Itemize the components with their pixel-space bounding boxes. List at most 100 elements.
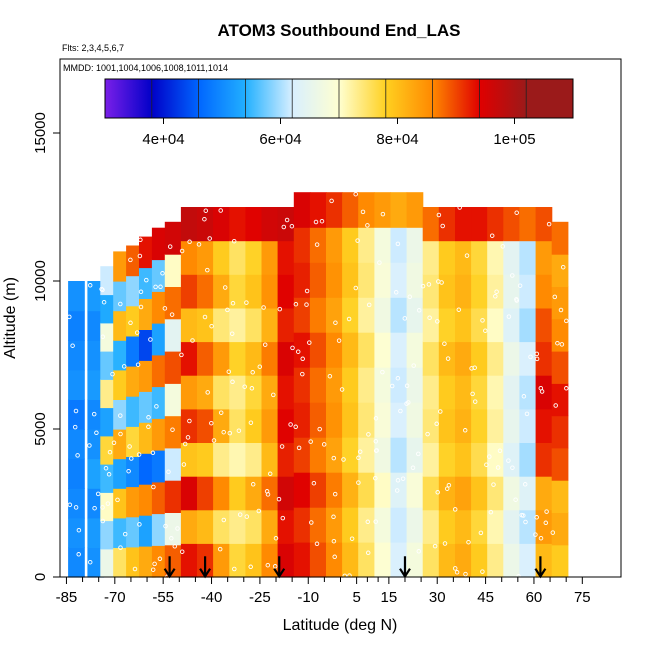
measurement-point — [187, 418, 192, 424]
measurement-point — [560, 264, 566, 270]
heatmap-cell — [229, 543, 246, 578]
heatmap-cell — [438, 408, 456, 443]
measurement-point — [138, 289, 144, 295]
measurement-point — [162, 306, 168, 311]
measurement-point — [169, 312, 175, 317]
measurement-point — [256, 508, 262, 514]
heatmap-cell — [519, 375, 537, 410]
heatmap-cell — [326, 332, 343, 368]
measurement-point — [480, 318, 485, 323]
heatmap-cell — [326, 262, 343, 298]
measurement-point — [295, 349, 301, 354]
measurement-point — [250, 370, 255, 375]
measurement-point — [402, 316, 408, 321]
heatmap-cell — [438, 274, 456, 309]
heatmap-cell — [471, 375, 488, 410]
measurement-point — [373, 519, 378, 524]
heatmap-cell — [229, 509, 246, 544]
measurement-point — [118, 545, 123, 550]
heatmap-cell — [358, 507, 375, 543]
heatmap-cell — [535, 307, 553, 343]
measurement-point — [314, 541, 320, 547]
measurement-point — [393, 290, 399, 295]
flight-arrow-head — [199, 568, 212, 579]
heatmap-cell — [151, 418, 169, 451]
heatmap-cell — [503, 207, 520, 242]
measurement-point — [179, 549, 185, 554]
heatmap-cell — [487, 408, 504, 443]
heatmap-cell — [471, 307, 488, 343]
measurement-point — [321, 442, 327, 447]
measurement-point — [339, 387, 345, 392]
measurement-point — [553, 403, 558, 408]
heatmap-cell — [213, 240, 230, 275]
measurement-point — [346, 316, 352, 322]
measurement-point — [444, 486, 450, 491]
heatmap-cell — [229, 274, 246, 309]
measurement-point — [452, 507, 458, 512]
heatmap-cell — [100, 294, 117, 324]
heatmap-cell — [180, 307, 198, 343]
heatmap-cell — [113, 429, 130, 460]
heatmap-cell — [245, 408, 263, 443]
measurement-point — [420, 283, 426, 289]
heatmap-cell — [68, 399, 85, 430]
measurement-point — [87, 283, 93, 288]
measurement-point — [365, 550, 371, 556]
heatmap-cell — [126, 486, 143, 518]
measurement-point — [137, 522, 142, 527]
heatmap-cell — [471, 274, 488, 309]
measurement-point — [349, 536, 355, 541]
measurement-point — [136, 452, 142, 457]
heatmap-cell — [164, 415, 182, 449]
measurement-point — [87, 443, 92, 448]
heatmap-cell — [139, 360, 156, 392]
heatmap-cell — [342, 297, 359, 333]
heatmap-cell — [455, 240, 472, 275]
heatmap-cell — [519, 476, 537, 511]
heatmap-cell — [535, 207, 553, 242]
heatmap-cell — [87, 488, 105, 519]
measurement-point — [488, 509, 494, 515]
heatmap-cell — [261, 240, 279, 275]
measurement-point — [434, 421, 439, 427]
heatmap-cell — [197, 274, 214, 309]
heatmap-cell — [261, 341, 279, 376]
heatmap-cell — [535, 442, 553, 477]
heatmap-cell — [487, 274, 504, 309]
measurement-point — [150, 567, 156, 572]
heatmap-cell — [374, 262, 392, 298]
measurement-point — [528, 354, 533, 360]
measurement-point — [506, 314, 512, 319]
measurement-point — [101, 299, 107, 305]
measurement-point — [205, 267, 210, 273]
heatmap-cell — [164, 512, 182, 546]
heatmap-cell — [374, 227, 392, 263]
measurement-point — [373, 416, 379, 421]
measurement-point — [539, 389, 545, 394]
measurement-point — [521, 394, 527, 399]
measurement-point — [293, 424, 298, 430]
measurement-point — [190, 338, 195, 343]
measurement-point — [466, 539, 471, 545]
measurement-point — [365, 223, 370, 228]
heatmap-cell — [455, 274, 472, 309]
heatmap-cell — [180, 476, 198, 511]
heatmap-cell — [503, 240, 520, 275]
heatmap-cell — [406, 332, 424, 368]
heatmap-cell — [139, 515, 156, 547]
measurement-point — [262, 342, 268, 347]
colorbar-tick-label: 1e+05 — [493, 131, 535, 148]
heatmap-cell — [87, 517, 105, 548]
measurement-point — [167, 244, 173, 249]
measurement-point — [464, 253, 470, 258]
heatmap-cell — [180, 442, 198, 477]
heatmap-cell — [245, 543, 263, 578]
heatmap-cell — [455, 307, 472, 343]
heatmap-cell — [68, 310, 85, 341]
heatmap-cell — [126, 516, 143, 548]
heatmap-cell — [197, 207, 214, 242]
x-tick-label: -25 — [249, 589, 271, 606]
x-tick-label: 45 — [477, 589, 494, 606]
measurement-point — [273, 535, 279, 541]
